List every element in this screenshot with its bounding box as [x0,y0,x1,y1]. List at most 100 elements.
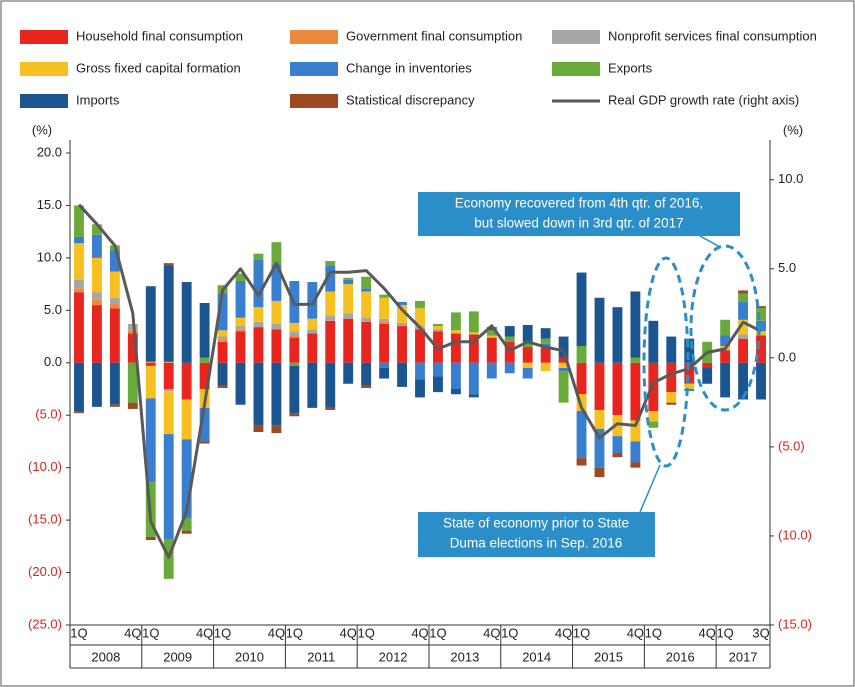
bar-segment [253,307,264,322]
bar-segment [379,362,390,369]
bar-segment [163,391,174,435]
y-tick-label: 0.0 [44,354,62,369]
bar-segment [379,294,390,298]
bar-segment [145,365,156,399]
y2-tick-label: (10.0) [778,527,812,542]
bar-segment [343,277,354,280]
bar-segment [145,398,156,483]
y2-tick-label: 5.0 [778,260,796,275]
bar-segment [343,318,354,363]
bar-segment [468,332,479,335]
bar-segment [199,357,210,363]
bar-segment [666,336,677,363]
bar-segment [522,368,533,379]
bar-segment [415,362,425,380]
legend-label: Nonprofit services final consumption [608,28,817,43]
y2-tick-label: 0.0 [778,349,796,364]
bar-segment [522,362,533,369]
bar-segment [235,280,246,318]
bar-segment [630,362,641,421]
bar-segment [738,334,749,339]
bar-segment [307,362,318,408]
x-tick-label: 1Q [70,625,87,640]
bar-segment [91,292,102,300]
x-tick-label: 1Q [573,625,590,640]
bar-segment [109,404,120,407]
bar-segment [343,284,354,314]
bar-segment [630,420,641,442]
bar-segment [145,361,156,363]
bar-segment [181,282,192,363]
bar-segment [486,362,497,379]
bar-segment [738,293,749,302]
bar-segment [612,362,623,416]
bar-segment [684,338,695,363]
bar-segment [540,347,551,363]
bar-segment [415,300,425,309]
bar-segment [450,362,461,389]
callout-box [418,192,740,236]
x-tick-label: 1Q [142,625,159,640]
bar-segment [199,362,210,389]
bar-segment [756,306,766,309]
bar-segment [361,288,372,292]
x-tick-label: 4Q [483,625,500,640]
bar-segment [163,263,174,266]
bar-segment [379,318,390,322]
bar-segment [558,336,569,358]
x-tick-label: 1Q [357,625,374,640]
bar-segment [289,413,300,417]
bar-segment [289,331,300,336]
x-tick-label: 1Q [214,625,231,640]
bar-segment [576,458,587,466]
y-tick-label: 20.0 [37,144,62,159]
bar-segment [612,436,623,453]
highlight-ellipse [689,244,761,412]
bar-segment [74,279,84,289]
bar-segment [217,362,228,386]
legend-swatch [552,30,600,44]
bar-segment [720,350,731,363]
bar-segment [379,368,390,379]
legend-swatch [20,94,68,108]
bar-segment [343,362,354,384]
x-tick-label: 4Q [627,625,644,640]
bar-segment [361,291,372,318]
bar-segment [74,243,84,280]
y2-tick-label: (5.0) [778,438,805,453]
bar-segment [145,536,156,541]
bar-segment [379,297,390,319]
bar-segment [540,362,551,372]
bar-segment [109,304,120,309]
bar-segment [343,279,354,285]
bar-segment [325,320,336,363]
bar-segment [91,362,102,407]
bar-segment [109,297,120,305]
bar-segment [738,301,749,320]
bar-segment [397,322,407,327]
bar-segment [612,415,623,437]
bar-segment [235,331,246,363]
year-label: 2009 [163,649,192,664]
bar-segment [271,425,282,434]
bar-segment [271,329,282,363]
annotation-text: Economy recovered from 4th qtr. of 2016, [455,196,703,211]
bar-segment [379,323,390,363]
x-tick-label: 4Q [411,625,428,640]
bar-segment [91,257,102,293]
bar-segment [630,441,641,463]
bar-segment [271,264,282,301]
bar-segment [594,409,605,429]
bar-segment [630,357,641,363]
y-tick-label: (20.0) [28,564,62,579]
bar-segment [415,308,425,327]
bar-segment [702,362,713,369]
bar-segment [217,385,228,388]
bar-segment [235,329,246,332]
y-tick-label: (25.0) [28,616,62,631]
bar-segment [558,371,569,403]
bar-segment [397,326,407,363]
legend-label: Statistical discrepancy [346,92,475,107]
bar-segment [576,411,587,459]
bar-segment [540,328,551,339]
